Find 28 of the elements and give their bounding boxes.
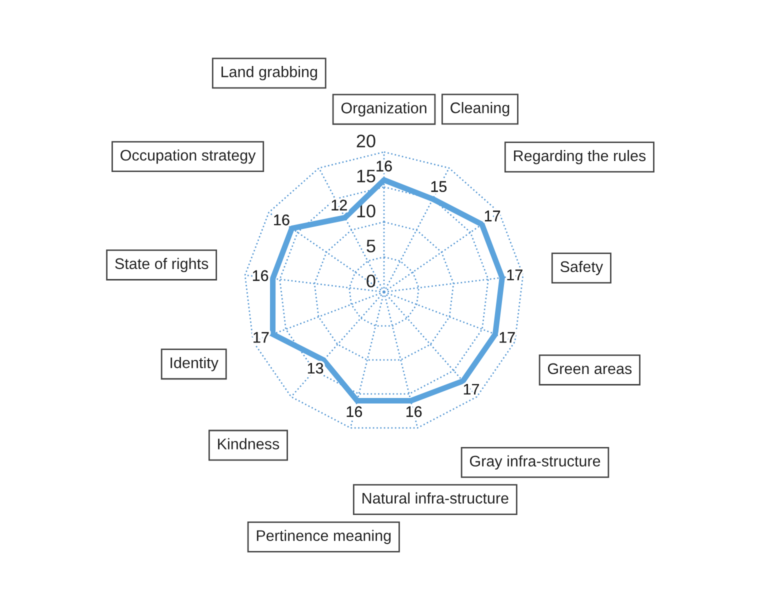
spoke-label: State of rights: [115, 258, 208, 272]
data-label: 15: [431, 181, 447, 192]
y-tick-label: 15: [357, 170, 376, 182]
spoke-label: Regarding the rules: [514, 150, 646, 164]
spoke-label: Pertinence meaning: [256, 530, 391, 544]
spoke-label: Identity: [170, 356, 218, 372]
y-tick-label: 0: [366, 274, 376, 288]
data-label: 16: [346, 406, 362, 418]
data-label: 17: [464, 384, 479, 394]
data-label: 17: [507, 270, 522, 280]
spoke-label: Kindness: [218, 438, 280, 450]
data-label: 16: [406, 406, 422, 418]
spoke-label: Land grabbing: [222, 66, 318, 80]
data-label: 17: [500, 332, 515, 343]
y-tick-label: 5: [366, 240, 376, 252]
spoke-label: Gray infra-structure: [470, 455, 600, 470]
spoke-label: Safety: [560, 260, 604, 276]
data-label: 16: [252, 270, 268, 282]
data-label: 16: [274, 214, 290, 226]
spoke-label: Occupation strategy: [120, 149, 256, 164]
spoke-label: Cleaning: [450, 102, 510, 116]
y-tick-label: 20: [356, 134, 376, 148]
spoke-label: Organization: [341, 102, 426, 116]
spoke-label: Green areas: [548, 363, 632, 374]
data-label: 12: [332, 200, 347, 210]
spoke-label: Natural infra-structure: [362, 492, 508, 504]
data-label: 16: [376, 160, 392, 172]
data-label: 17: [254, 332, 269, 343]
